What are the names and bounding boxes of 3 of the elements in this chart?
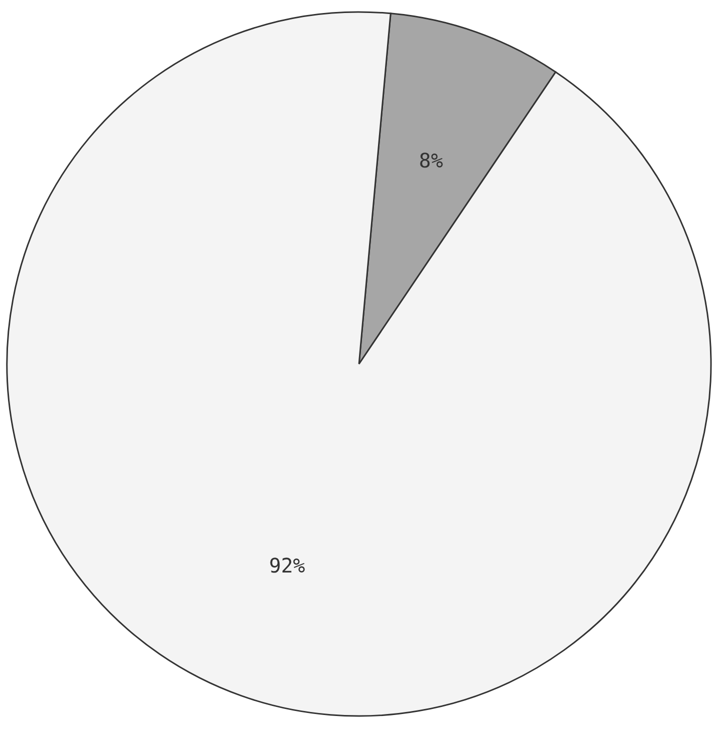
data-label: 92%	[268, 554, 306, 578]
pie-slice	[6, 12, 712, 717]
data-label: 8%	[418, 148, 444, 172]
